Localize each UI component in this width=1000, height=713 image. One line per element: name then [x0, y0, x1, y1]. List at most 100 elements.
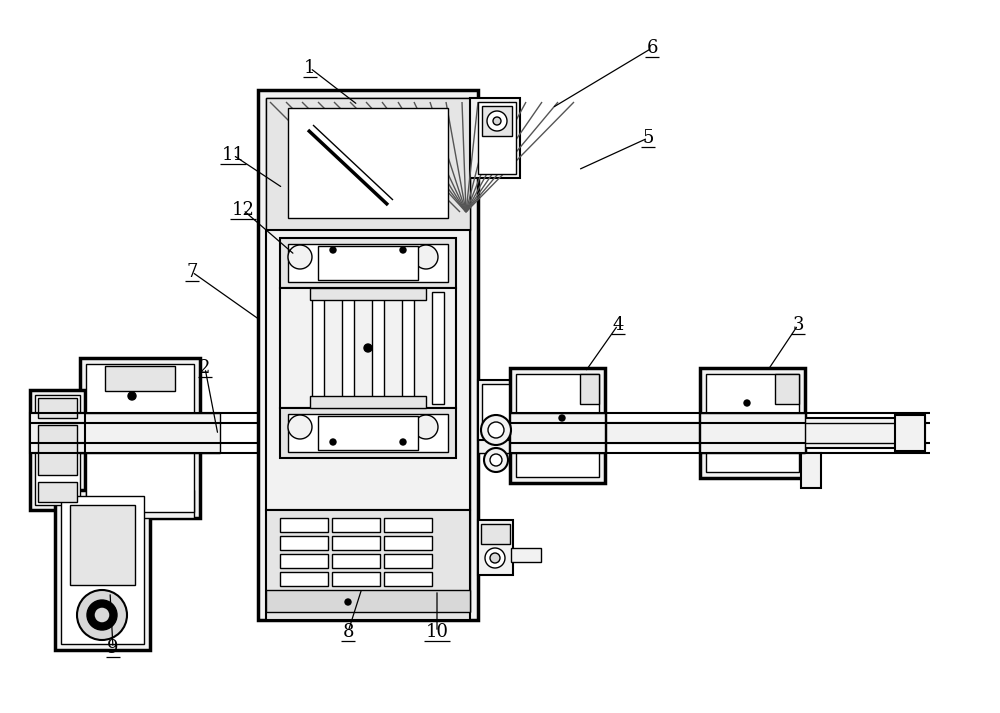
Circle shape [481, 415, 511, 445]
Circle shape [493, 117, 501, 125]
Bar [332, 554, 380, 568]
Bar [280, 572, 328, 586]
Text: 8: 8 [342, 623, 354, 641]
Bar [332, 536, 380, 550]
Circle shape [87, 600, 117, 630]
Bar [30, 390, 85, 510]
Circle shape [488, 422, 504, 438]
Circle shape [128, 392, 136, 400]
Bar [384, 572, 432, 586]
Bar [70, 505, 135, 585]
Bar [310, 288, 426, 300]
Bar [288, 414, 448, 452]
Bar [478, 380, 513, 440]
Bar [80, 358, 200, 518]
Bar [478, 413, 510, 453]
Text: 5: 5 [642, 129, 654, 147]
Bar [470, 98, 520, 178]
Circle shape [414, 245, 438, 269]
Bar [310, 396, 426, 408]
Text: 7: 7 [186, 263, 198, 281]
Bar [342, 292, 354, 404]
Bar [605, 423, 795, 443]
Circle shape [485, 548, 505, 568]
Bar [775, 374, 799, 404]
Bar [86, 364, 194, 512]
Bar [266, 230, 470, 510]
Bar [280, 238, 456, 288]
Bar [372, 292, 384, 404]
Bar [402, 292, 414, 404]
Text: 4: 4 [612, 316, 624, 334]
Bar [266, 98, 470, 612]
Bar [481, 524, 510, 544]
Bar [55, 490, 150, 650]
Bar [801, 453, 821, 488]
Bar [332, 518, 380, 532]
Bar [895, 415, 925, 451]
Bar [288, 108, 448, 218]
Bar [384, 554, 432, 568]
Bar [266, 510, 470, 620]
Text: 1: 1 [304, 59, 316, 77]
Bar [482, 384, 509, 436]
Bar [482, 106, 512, 136]
Circle shape [400, 439, 406, 445]
Text: 2: 2 [199, 359, 211, 377]
Text: 12: 12 [232, 201, 254, 219]
Bar [511, 548, 541, 562]
Bar [86, 490, 194, 518]
Bar [384, 536, 432, 550]
Bar [35, 395, 80, 505]
Bar [432, 292, 444, 404]
Circle shape [364, 344, 372, 352]
Circle shape [330, 247, 336, 253]
Bar [700, 413, 805, 453]
Bar [258, 90, 478, 620]
Bar [266, 98, 470, 230]
Circle shape [77, 590, 127, 640]
Bar [280, 518, 328, 532]
Bar [700, 368, 805, 478]
Bar [318, 246, 418, 280]
Bar [510, 368, 605, 483]
Bar [61, 496, 144, 644]
Circle shape [288, 415, 312, 439]
Circle shape [487, 111, 507, 131]
Bar [280, 554, 328, 568]
Bar [510, 413, 605, 453]
Bar [312, 292, 324, 404]
Circle shape [559, 415, 565, 421]
Bar [478, 520, 513, 575]
Bar [332, 572, 380, 586]
Bar [280, 288, 456, 408]
Bar [478, 102, 516, 174]
Circle shape [94, 607, 110, 623]
Text: 11: 11 [222, 146, 244, 164]
Text: 3: 3 [792, 316, 804, 334]
Bar [384, 518, 432, 532]
Bar [266, 590, 470, 612]
Circle shape [288, 245, 312, 269]
Circle shape [484, 448, 508, 472]
Circle shape [744, 400, 750, 406]
Text: 9: 9 [107, 639, 119, 657]
Circle shape [414, 415, 438, 439]
Bar [805, 418, 925, 448]
Text: 10: 10 [426, 623, 448, 641]
Circle shape [490, 454, 502, 466]
Text: 6: 6 [646, 39, 658, 57]
Circle shape [345, 599, 351, 605]
Bar [105, 366, 175, 391]
Bar [38, 398, 77, 418]
Bar [280, 408, 456, 458]
Bar [580, 374, 599, 404]
Bar [706, 374, 799, 472]
Bar [60, 413, 220, 453]
Bar [318, 416, 418, 450]
Bar [516, 374, 599, 477]
Circle shape [330, 439, 336, 445]
Circle shape [490, 553, 500, 563]
Bar [30, 413, 85, 453]
Bar [38, 482, 77, 502]
